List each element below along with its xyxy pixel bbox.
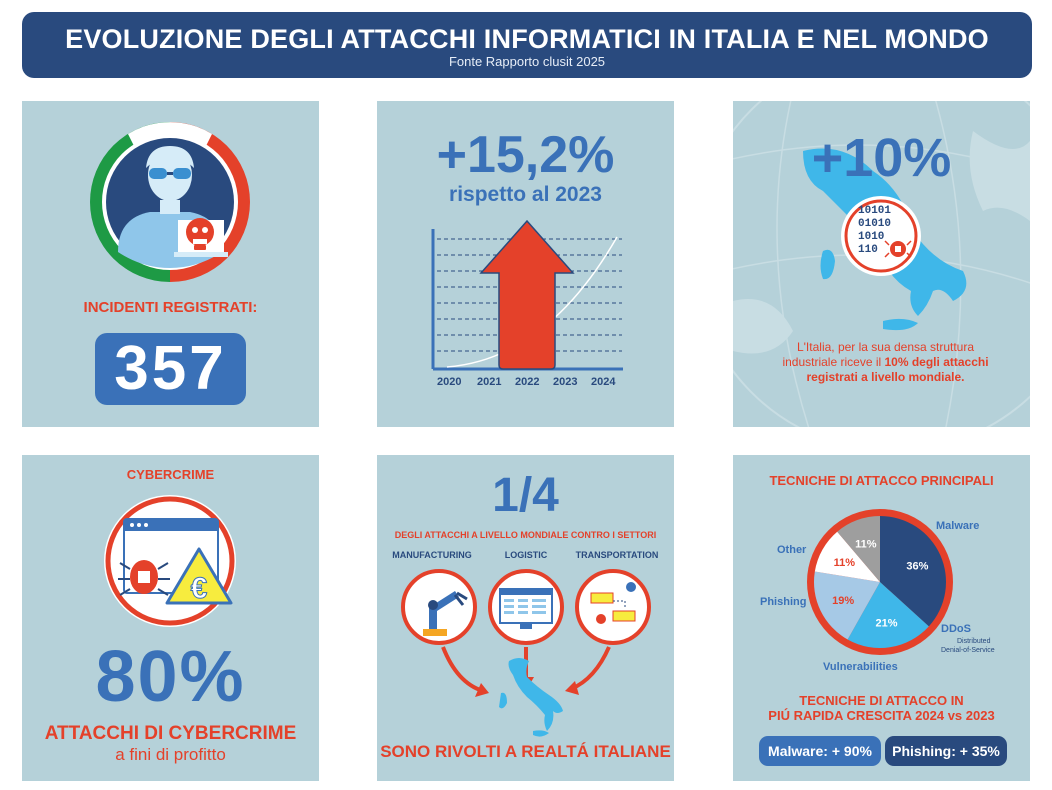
pie-label-other: Other: [777, 544, 807, 556]
binary-line: 10101: [858, 205, 891, 217]
panel-sectors: 1/4 DEGLI ATTACCHI A LIVELLO MONDIALE CO…: [377, 455, 674, 781]
pie-value-label: 21%: [876, 617, 898, 629]
pie-label-ddos: DDoS: [941, 623, 971, 635]
pie-slice-phishing: [814, 531, 880, 582]
pie-slice-vulnerabilities: [814, 571, 880, 640]
transport-map-icon: [575, 569, 651, 645]
incidents-value: 357: [114, 334, 227, 403]
pie-value-label: 11%: [834, 557, 856, 569]
sector-label-manufacturing: MANUFACTURING: [392, 550, 472, 560]
sectors-subtitle: DEGLI ATTACCHI A LIVELLO MONDIALE CONTRO…: [394, 530, 657, 540]
sector-label-logistic: LOGISTIC: [504, 550, 548, 560]
growth-value: +15,2%: [436, 126, 615, 184]
pie-label-vulnerabilities: Vulnerabilities: [823, 661, 898, 673]
year-label: 2020: [437, 376, 462, 388]
year-label: 2024: [591, 376, 616, 388]
growth-techniques-heading-1: TECNICHE DI ATTACCO IN: [799, 693, 964, 708]
logistic-screen-icon: [488, 569, 564, 645]
globe-map-icon: 10101 01010 1010 110: [733, 101, 1030, 427]
italy-share-text-regular: L'Italia, per la sua densa struttura ind…: [782, 340, 975, 369]
pie-slice-malware: [880, 516, 946, 627]
badge-phishing-growth: Phishing: + 35%: [885, 736, 1007, 766]
cybercrime-line2: a fini di profitto: [115, 745, 226, 764]
cybercrime-heading: CYBERCRIME: [126, 467, 215, 482]
pie-label-phishing: Phishing: [760, 596, 807, 608]
header-banner: EVOLUZIONE DEGLI ATTACCHI INFORMATICI IN…: [22, 12, 1032, 78]
binary-line: 110: [858, 244, 878, 256]
italy-share-text-bold: 10% degli attacchi registrati a livello …: [806, 355, 989, 384]
techniques-pie-chart: 36% 21% 19% 11% 11%: [807, 509, 953, 655]
page-title: EVOLUZIONE DEGLI ATTACCHI INFORMATICI IN…: [65, 24, 989, 54]
pie-slice-ddos: [847, 582, 929, 648]
italy-share-value: +10%: [811, 128, 952, 188]
incidents-value-badge: 357: [95, 333, 246, 405]
techniques-heading: TECNICHE DI ATTACCO PRINCIPALI: [769, 473, 994, 488]
badge-malware-growth: Malware: + 90%: [759, 736, 881, 766]
growth-arrow-chart: [431, 219, 623, 371]
pie-label-ddos-sub1: Distributed: [957, 638, 991, 645]
growth-years: 2020 2021 2022 2023 2024: [433, 376, 623, 392]
sectors-illustration: [401, 569, 651, 737]
panel-growth: +15,2% rispetto al 2023 2020 2021 2022 2…: [377, 101, 674, 427]
pie-label-ddos-sub2: Denial-of-Service: [941, 647, 995, 654]
cybercrime-icon: €: [104, 495, 236, 627]
year-label: 2022: [515, 376, 540, 388]
binary-line: 01010: [858, 218, 891, 230]
sectors-value: 1/4: [492, 469, 559, 522]
hacker-icon: [90, 122, 250, 282]
euro-symbol: €: [191, 572, 208, 605]
panel-italy-share: 10101 01010 1010 110 +10% L'Italia, per …: [733, 101, 1030, 427]
year-label: 2021: [477, 376, 502, 388]
pie-value-label: 19%: [832, 595, 854, 607]
sector-label-transportation: TRANSPORTATION: [575, 550, 659, 560]
robot-arm-icon: [401, 569, 477, 645]
panel-techniques: TECNICHE DI ATTACCO PRINCIPALI 36% 21% 19%…: [733, 455, 1030, 781]
pie-label-malware: Malware: [936, 520, 980, 532]
cybercrime-value: 80%: [95, 637, 246, 717]
sectors-footer: SONO RIVOLTI A REALTÁ ITALIANE: [380, 742, 671, 761]
pie-slice-other: [837, 516, 880, 582]
panel-incidents: INCIDENTI REGISTRATI: 357: [22, 101, 319, 427]
binary-line: 1010: [858, 231, 884, 243]
page-subtitle: Fonte Rapporto clusit 2025: [448, 54, 606, 69]
year-label: 2023: [553, 376, 578, 388]
panel-cybercrime: CYBERCRIME € 80% ATTACCHI DI CYBERCRIME …: [22, 455, 319, 781]
italy-map-icon: [499, 658, 563, 737]
cybercrime-line1: ATTACCHI DI CYBERCRIME: [44, 723, 297, 744]
italy-share-text: L'Italia, per la sua densa struttura ind…: [773, 340, 998, 385]
growth-techniques-heading-2: PIÚ RAPIDA CRESCITA 2024 vs 2023: [768, 708, 995, 723]
incidents-label: INCIDENTI REGISTRATI:: [83, 299, 258, 316]
pie-value-label: 36%: [906, 560, 928, 572]
growth-caption: rispetto al 2023: [449, 183, 602, 206]
pie-value-label: 11%: [855, 539, 877, 551]
